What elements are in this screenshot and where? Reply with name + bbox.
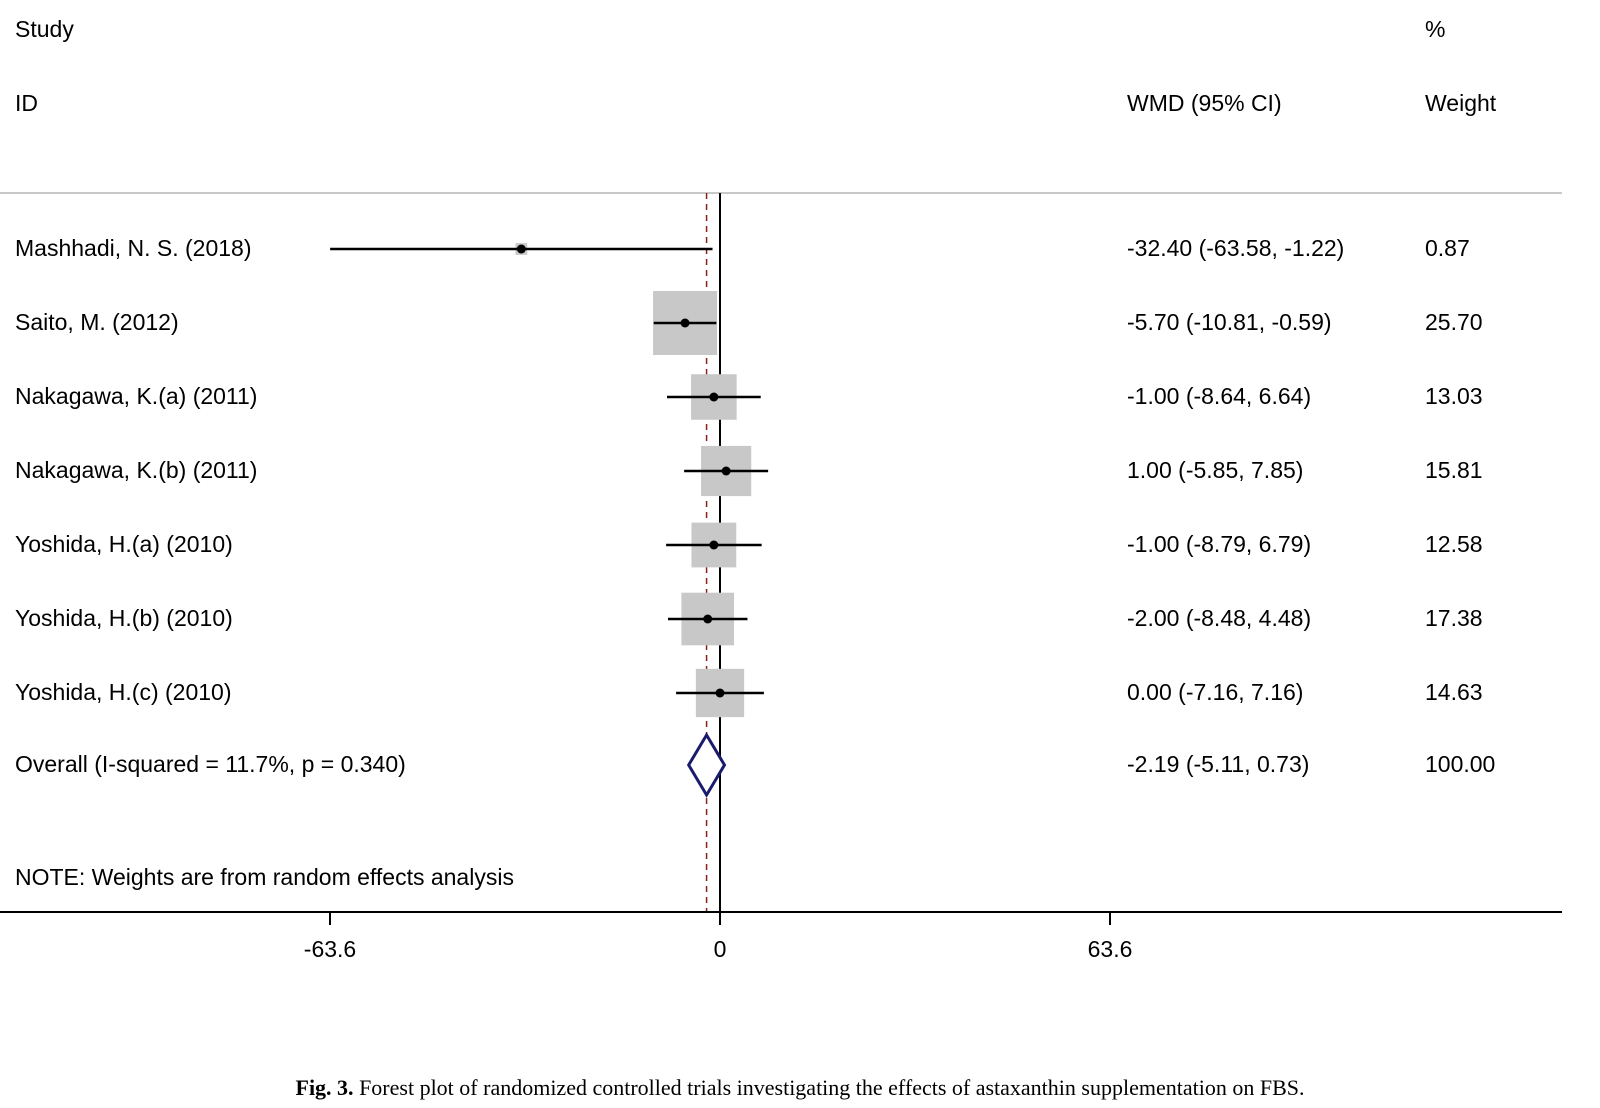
study-point-estimate xyxy=(715,688,725,698)
study-point-estimate xyxy=(709,392,719,402)
study-label: Nakagawa, K.(a) (2011) xyxy=(15,383,258,409)
study-label: Yoshida, H.(a) (2010) xyxy=(15,531,233,557)
header-weight: Weight xyxy=(1425,90,1497,116)
study-ci-value: -2.00 (-8.48, 4.48) xyxy=(1127,605,1312,631)
study-weight-value: 13.03 xyxy=(1425,383,1483,409)
study-point-estimate xyxy=(680,318,690,328)
study-ci-value: -5.70 (-10.81, -0.59) xyxy=(1127,309,1332,335)
study-ci-value: 1.00 (-5.85, 7.85) xyxy=(1127,457,1304,483)
study-ci-value: -1.00 (-8.79, 6.79) xyxy=(1127,531,1312,557)
study-point-estimate xyxy=(721,466,731,476)
study-ci-value: -32.40 (-63.58, -1.22) xyxy=(1127,235,1345,261)
study-label: Mashhadi, N. S. (2018) xyxy=(15,235,252,261)
caption-label: Fig. 3. xyxy=(295,1075,354,1100)
caption-text: Forest plot of randomized controlled tri… xyxy=(359,1075,1305,1100)
x-tick-label: -63.6 xyxy=(304,936,356,962)
study-label: Nakagawa, K.(b) (2011) xyxy=(15,457,258,483)
figure-caption: Fig. 3. Forest plot of randomized contro… xyxy=(0,1075,1600,1101)
study-weight-value: 14.63 xyxy=(1425,679,1483,705)
study-weight-value: 25.70 xyxy=(1425,309,1483,335)
study-point-estimate xyxy=(709,540,719,550)
study-ci-value: 0.00 (-7.16, 7.16) xyxy=(1127,679,1304,705)
study-weight-value: 17.38 xyxy=(1425,605,1483,631)
study-weight-value: 0.87 xyxy=(1425,235,1470,261)
overall-diamond xyxy=(686,732,727,798)
x-tick-label: 0 xyxy=(714,936,727,962)
study-weight-value: 15.81 xyxy=(1425,457,1483,483)
overall-label: Overall (I-squared = 11.7%, p = 0.340) xyxy=(15,751,406,777)
header-id: ID xyxy=(15,90,38,116)
overall-ci-value: -2.19 (-5.11, 0.73) xyxy=(1127,751,1310,777)
x-tick-label: 63.6 xyxy=(1088,936,1133,962)
footnote: NOTE: Weights are from random effects an… xyxy=(15,864,514,890)
study-label: Saito, M. (2012) xyxy=(15,309,179,335)
header-percent: % xyxy=(1425,16,1446,42)
study-weight-value: 12.58 xyxy=(1425,531,1483,557)
header-study: Study xyxy=(15,16,74,42)
study-label: Yoshida, H.(c) (2010) xyxy=(15,679,232,705)
overall-weight-value: 100.00 xyxy=(1425,751,1496,777)
study-label: Yoshida, H.(b) (2010) xyxy=(15,605,233,631)
study-ci-value: -1.00 (-8.64, 6.64) xyxy=(1127,383,1312,409)
header-estimate: WMD (95% CI) xyxy=(1127,90,1282,116)
study-point-estimate xyxy=(703,614,713,624)
study-point-estimate xyxy=(516,244,526,254)
